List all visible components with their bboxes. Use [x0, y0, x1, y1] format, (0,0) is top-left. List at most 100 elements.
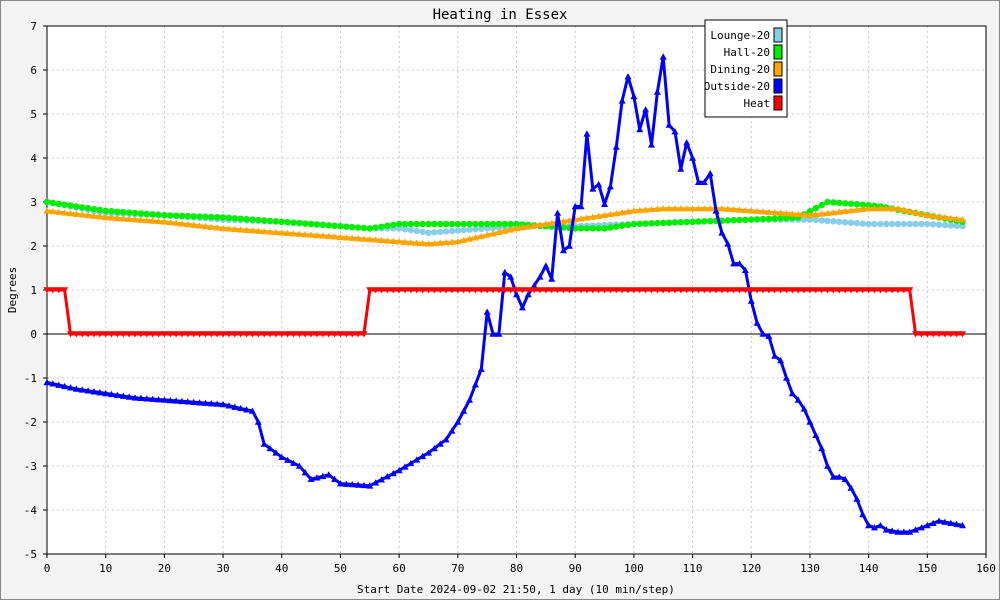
data-point [607, 224, 614, 231]
data-point [812, 216, 820, 224]
data-point [454, 418, 462, 425]
data-point [818, 444, 826, 452]
data-point [73, 203, 80, 210]
data-point [912, 526, 920, 533]
data-point [712, 207, 720, 214]
data-point [800, 405, 808, 412]
data-point [836, 199, 843, 207]
data-point [289, 331, 297, 338]
data-point [178, 331, 186, 338]
y-tick-label: 4 [30, 152, 37, 165]
data-point [213, 213, 221, 221]
data-point [694, 287, 702, 294]
data-point [466, 287, 474, 294]
data-point [824, 287, 832, 294]
data-point [378, 476, 386, 483]
data-point [870, 524, 878, 531]
data-point [454, 220, 462, 228]
y-tick-label: -5 [24, 548, 37, 561]
data-point [413, 220, 420, 228]
data-point [196, 399, 204, 406]
data-point [366, 235, 374, 243]
data-point [219, 214, 227, 221]
data-point [771, 209, 779, 216]
data-point [777, 209, 785, 216]
data-point [424, 240, 432, 247]
data-point [113, 214, 121, 222]
data-point [953, 331, 961, 338]
data-point [296, 219, 303, 227]
data-point [325, 331, 333, 338]
data-point [219, 400, 227, 408]
data-point [917, 210, 925, 217]
data-point [606, 210, 614, 218]
data-point [871, 220, 878, 228]
data-point [213, 400, 221, 407]
data-point [947, 222, 954, 229]
data-point [342, 480, 350, 487]
data-point [471, 381, 479, 388]
data-point [231, 215, 238, 222]
data-point [143, 331, 151, 338]
data-point [941, 213, 949, 221]
data-point [419, 452, 427, 460]
data-point [929, 221, 937, 228]
data-point [824, 198, 831, 206]
data-point [284, 229, 292, 237]
data-point [548, 219, 556, 226]
data-point [554, 209, 562, 216]
data-point [243, 215, 250, 223]
data-point [243, 406, 251, 413]
data-point [72, 210, 80, 217]
data-point [742, 216, 749, 224]
data-point [272, 331, 280, 338]
data-point [507, 220, 514, 228]
data-point [372, 287, 380, 294]
data-point [935, 517, 943, 524]
data-point [331, 331, 339, 338]
data-point [419, 220, 426, 228]
data-point [424, 449, 432, 456]
y-tick-label: -1 [24, 372, 37, 385]
data-point [683, 218, 690, 226]
y-tick-label: -4 [24, 504, 38, 517]
data-point [448, 287, 456, 294]
data-point [853, 495, 861, 502]
data-point [782, 374, 790, 381]
data-point [78, 386, 86, 393]
data-point [788, 389, 796, 397]
data-point [524, 223, 532, 230]
data-point [425, 220, 432, 228]
data-point [589, 185, 597, 192]
data-point [354, 235, 362, 242]
data-point [630, 220, 638, 228]
data-point [102, 331, 110, 338]
data-point [530, 287, 538, 294]
data-point [741, 206, 749, 214]
data-point [636, 206, 644, 214]
y-tick-label: 5 [30, 108, 37, 121]
data-point [748, 216, 755, 223]
legend-label: Hall-20 [724, 46, 770, 59]
data-point [149, 331, 157, 338]
data-point [577, 215, 585, 222]
data-point [413, 456, 421, 463]
data-point [319, 331, 327, 338]
data-point [718, 287, 726, 294]
data-point [507, 226, 515, 233]
data-point [348, 223, 356, 231]
data-point [448, 227, 456, 235]
data-point [160, 218, 168, 225]
data-point [513, 290, 520, 298]
data-point [636, 125, 644, 133]
data-point [348, 331, 356, 338]
data-point [284, 456, 292, 463]
data-point [119, 331, 127, 338]
data-point [788, 210, 796, 217]
data-point [653, 205, 661, 212]
data-point [765, 215, 773, 222]
data-point [78, 211, 86, 218]
data-point [853, 287, 861, 294]
data-point [935, 221, 943, 228]
